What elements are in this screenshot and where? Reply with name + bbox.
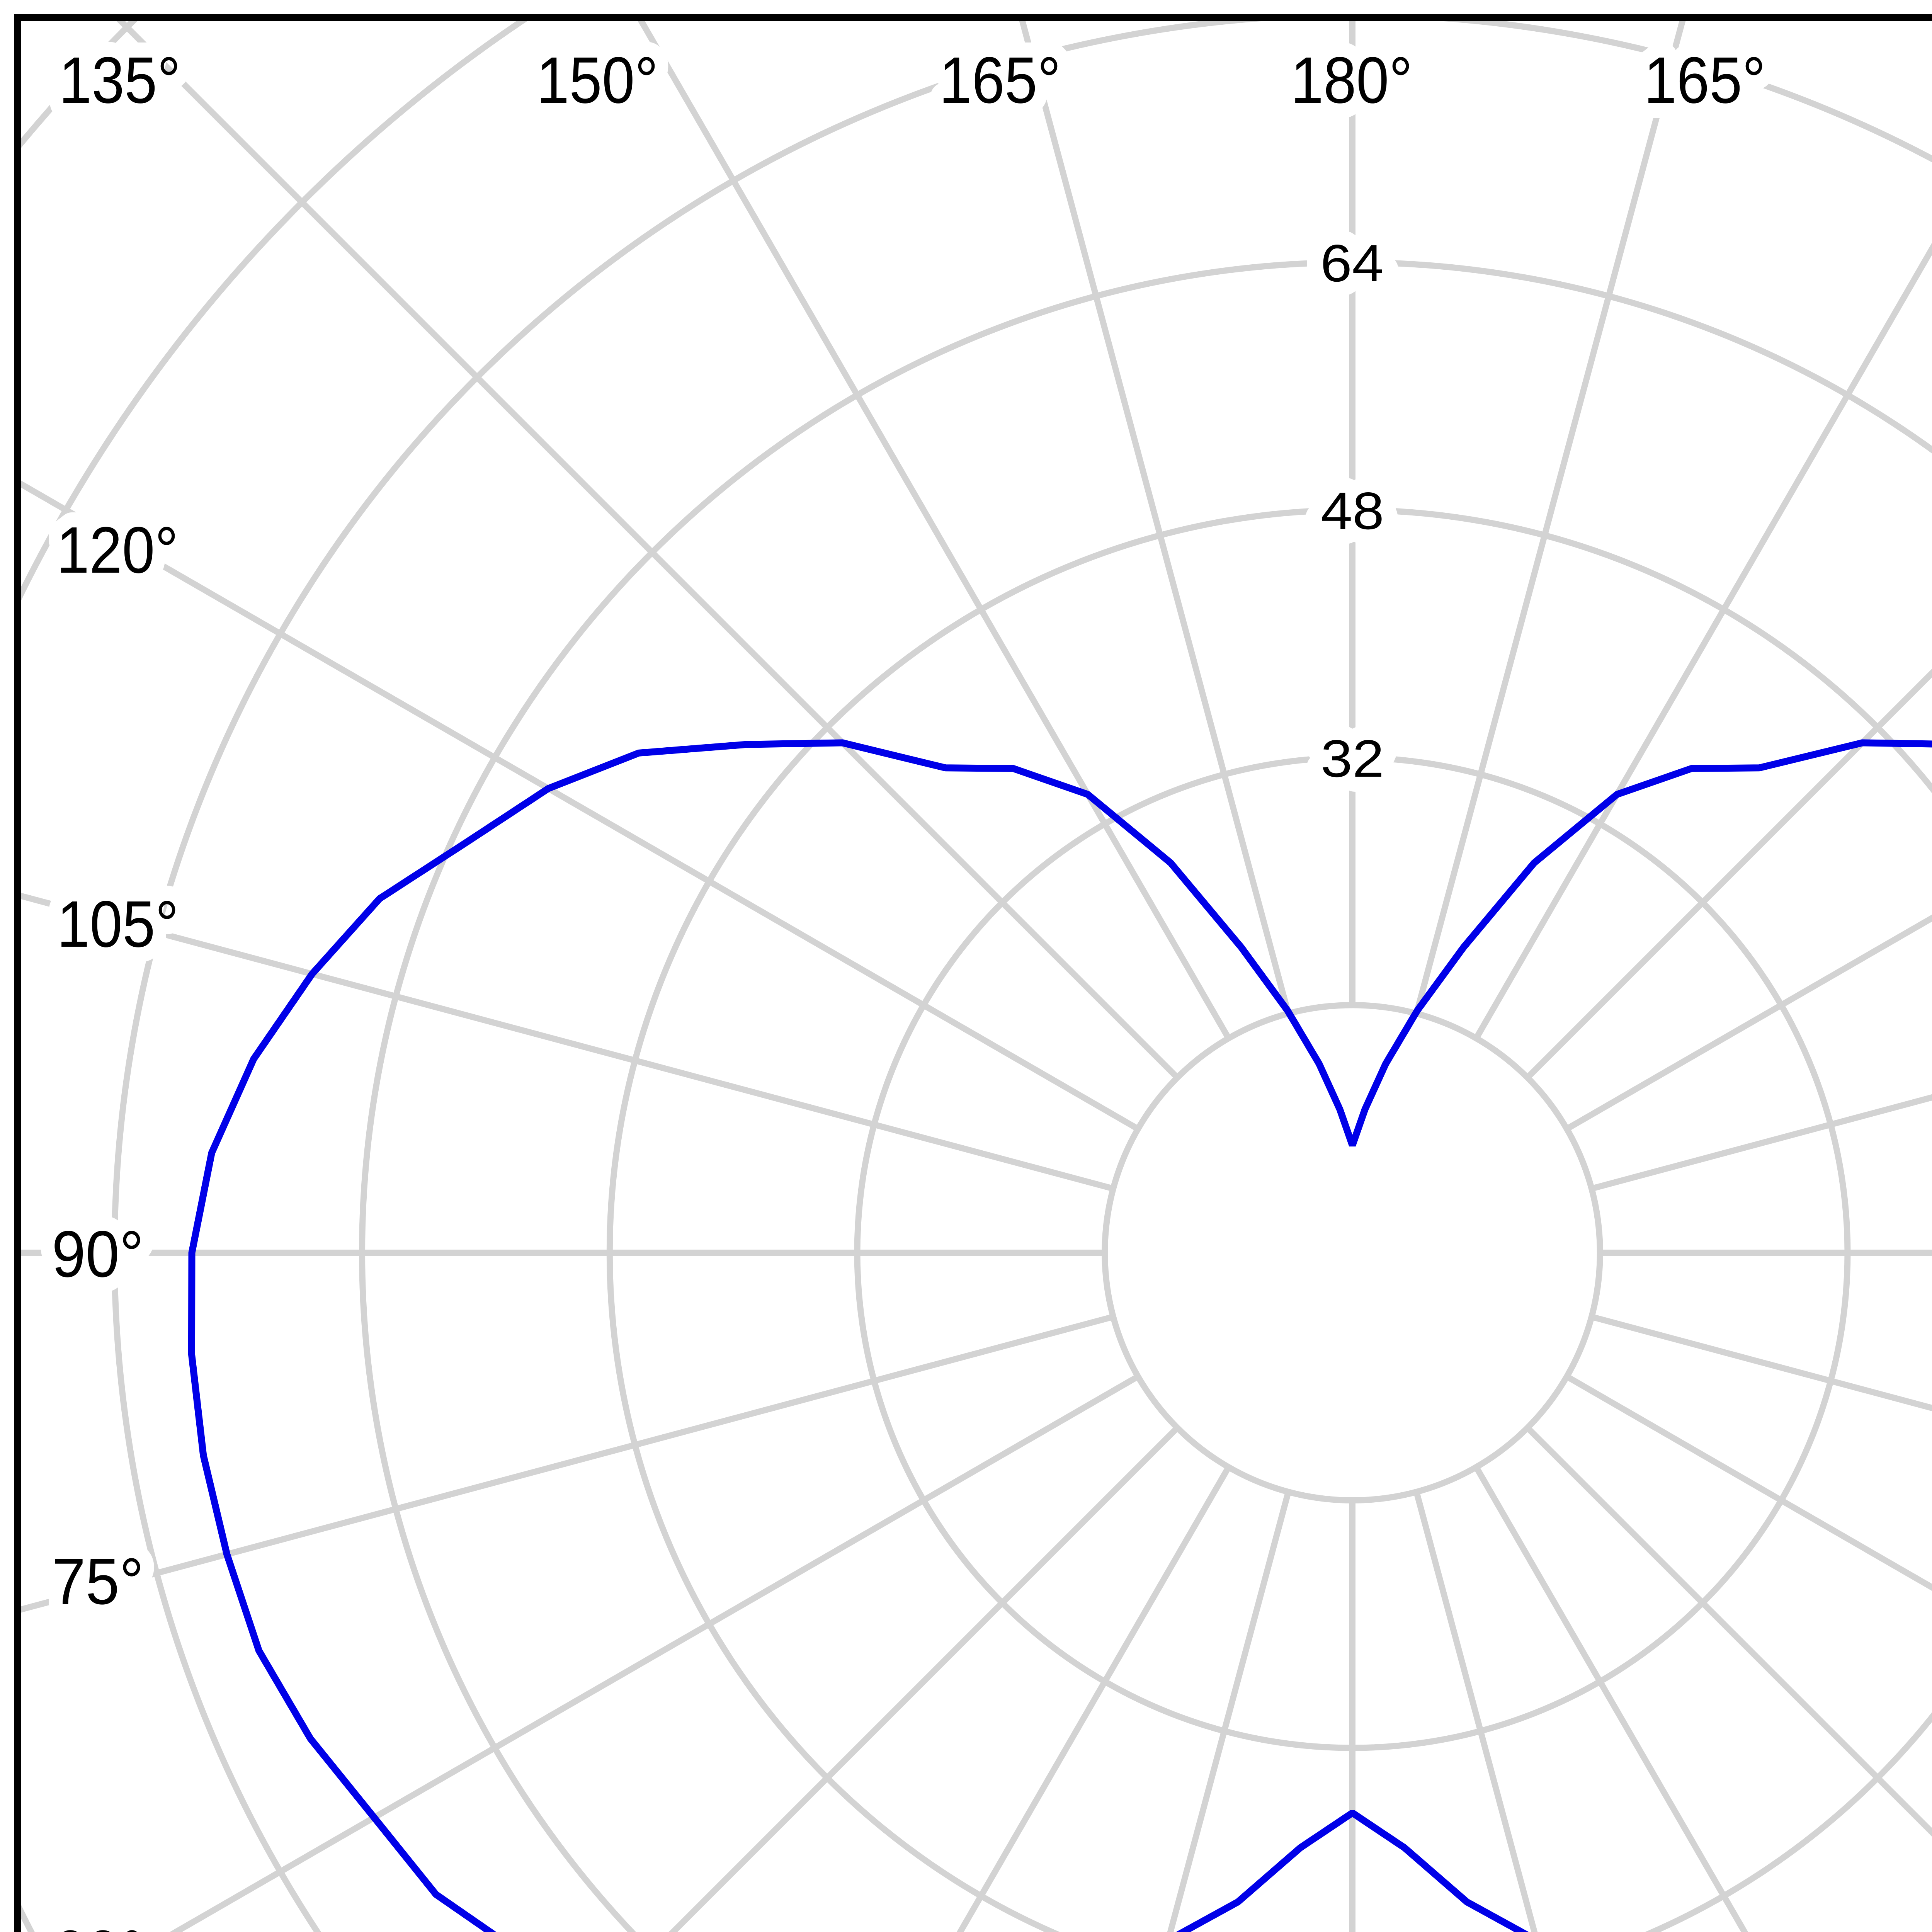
- svg-text:64: 64: [1320, 234, 1384, 293]
- svg-text:120°: 120°: [57, 514, 179, 587]
- svg-text:90°: 90°: [52, 1218, 144, 1291]
- svg-text:48: 48: [1321, 481, 1384, 540]
- svg-text:165°: 165°: [939, 44, 1061, 117]
- svg-text:75°: 75°: [52, 1545, 144, 1618]
- svg-text:105°: 105°: [57, 888, 179, 961]
- svg-text:150°: 150°: [537, 44, 658, 117]
- svg-text:32: 32: [1321, 729, 1384, 788]
- svg-text:60°: 60°: [52, 1917, 144, 1932]
- svg-text:135°: 135°: [59, 44, 181, 117]
- svg-text:165°: 165°: [1644, 44, 1766, 117]
- svg-text:180°: 180°: [1291, 44, 1413, 117]
